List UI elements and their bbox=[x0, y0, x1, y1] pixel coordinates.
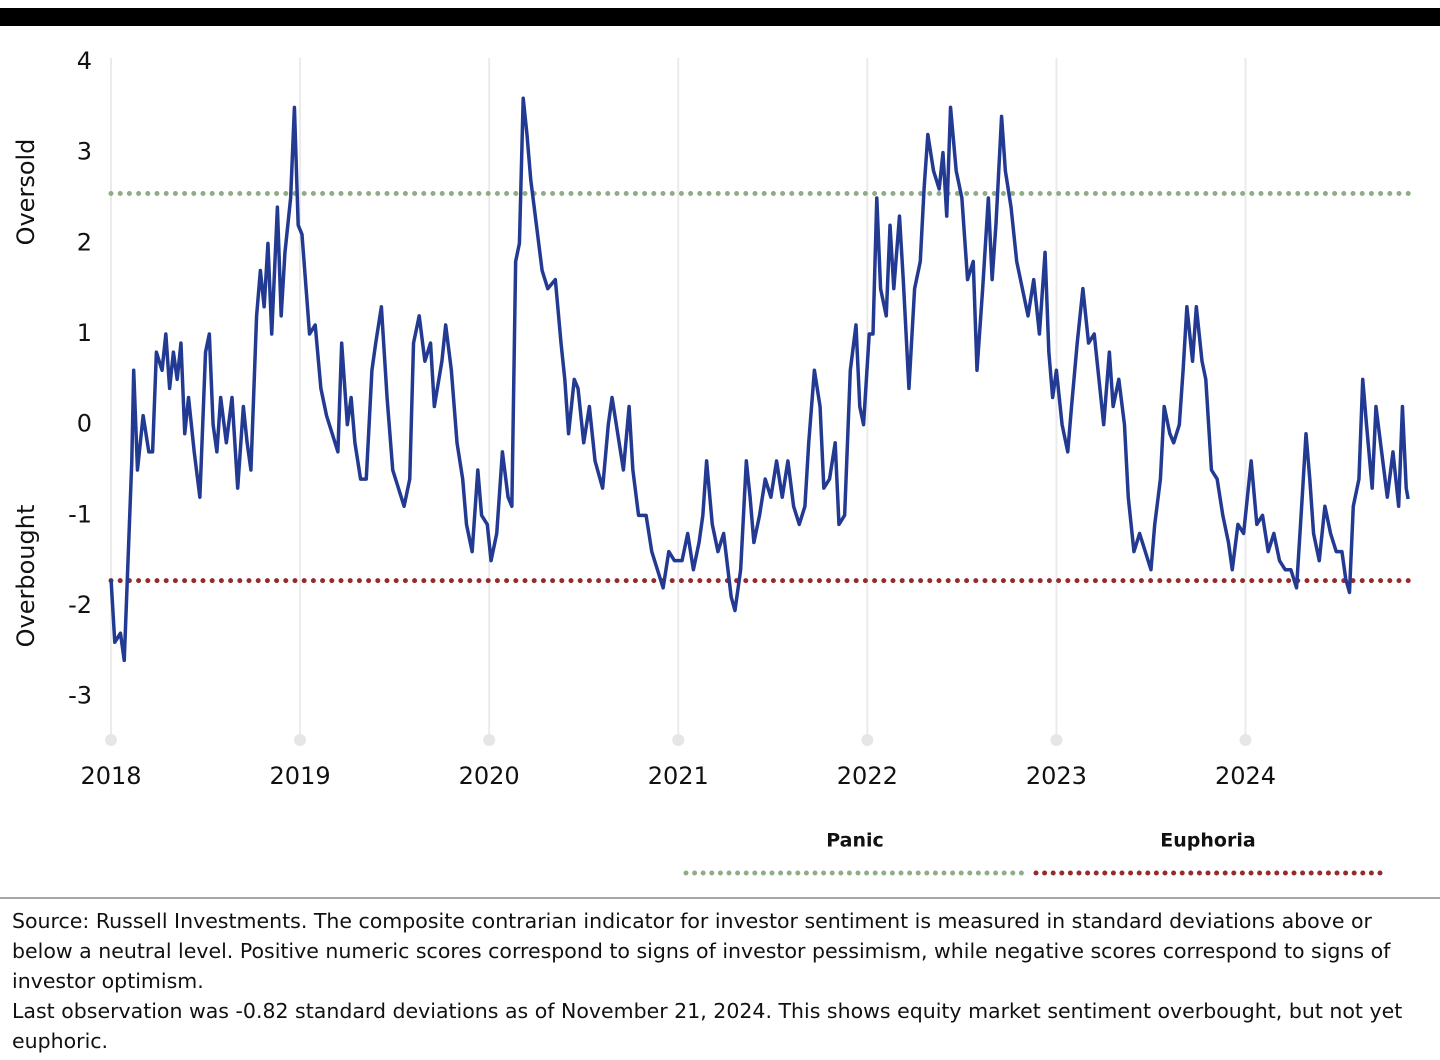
top-bar bbox=[0, 8, 1440, 26]
tick-mark bbox=[1239, 734, 1252, 746]
x-tick-label: 2023 bbox=[1026, 762, 1087, 790]
x-tick-label: 2020 bbox=[459, 762, 520, 790]
x-tick-label: 2019 bbox=[270, 762, 331, 790]
tick-mark bbox=[1050, 734, 1063, 746]
y-tick-label: 2 bbox=[77, 228, 92, 256]
y-label-lower: Overbought bbox=[12, 505, 40, 648]
x-tick-label: 2021 bbox=[648, 762, 709, 790]
x-tick-label: 2018 bbox=[80, 762, 141, 790]
x-tick-label: 2022 bbox=[837, 762, 898, 790]
tick-mark bbox=[672, 734, 685, 746]
legend-label: Euphoria bbox=[1160, 830, 1255, 852]
x-tick-label: 2024 bbox=[1215, 762, 1276, 790]
note: Source: Russell Investments. The composi… bbox=[12, 909, 1391, 993]
y-tick-label: 1 bbox=[77, 319, 92, 347]
y-tick-label: -3 bbox=[68, 682, 92, 710]
data-line bbox=[109, 96, 1410, 663]
y-tick-label: -1 bbox=[68, 500, 92, 528]
y-tick-label: -2 bbox=[68, 591, 92, 619]
y-tick-label: 0 bbox=[77, 410, 92, 438]
chart: Oversold Overbought 2018 2019 2020 2021 2022… bbox=[0, 8, 1440, 899]
y-label-upper: Oversold bbox=[12, 139, 40, 246]
y-tick-label: 3 bbox=[77, 138, 92, 166]
notes: Source: Russell Investments. The composi… bbox=[12, 906, 1432, 1056]
note: Last observation was -0.82 standard devi… bbox=[12, 999, 1403, 1053]
tick-mark bbox=[483, 734, 496, 746]
tick-mark bbox=[294, 734, 307, 746]
legend-label: Panic bbox=[826, 830, 884, 852]
tick-mark bbox=[105, 734, 117, 746]
tick-mark bbox=[861, 734, 874, 746]
y-tick-label: 4 bbox=[77, 47, 92, 75]
